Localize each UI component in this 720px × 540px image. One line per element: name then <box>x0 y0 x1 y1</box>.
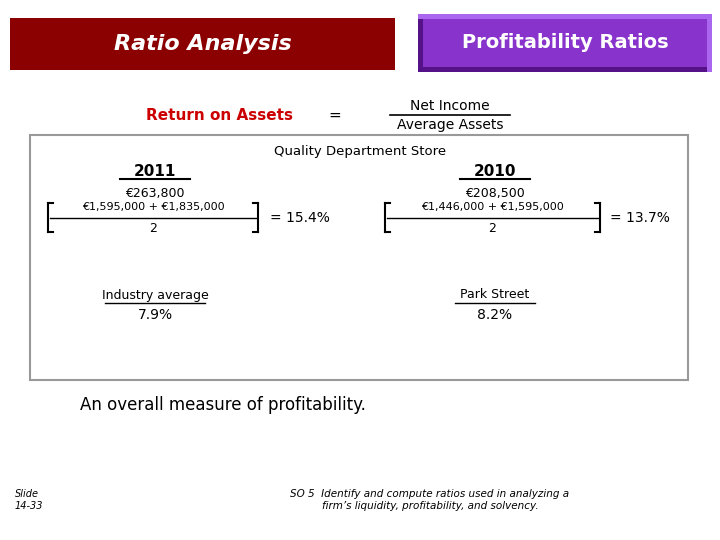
Bar <box>707 14 712 72</box>
Text: 2010: 2010 <box>474 165 516 179</box>
Text: = 13.7%: = 13.7% <box>610 211 670 225</box>
Bar <box>418 14 423 72</box>
Text: 2011: 2011 <box>134 165 176 179</box>
Text: 7.9%: 7.9% <box>138 308 173 322</box>
Text: Slide
14-33: Slide 14-33 <box>15 489 43 511</box>
Text: €263,800: €263,800 <box>125 186 185 199</box>
Bar <box>10 18 395 70</box>
Text: Quality Department Store: Quality Department Store <box>274 145 446 159</box>
Text: = 15.4%: = 15.4% <box>270 211 330 225</box>
Bar <box>423 19 707 67</box>
Text: An overall measure of profitability.: An overall measure of profitability. <box>80 396 366 414</box>
Bar <box>30 135 688 380</box>
Text: 2: 2 <box>149 221 157 234</box>
Text: Return on Assets: Return on Assets <box>146 107 294 123</box>
Text: Net Income: Net Income <box>410 99 490 113</box>
Text: Park Street: Park Street <box>460 288 530 301</box>
Text: =: = <box>328 107 341 123</box>
Text: Average Assets: Average Assets <box>397 118 503 132</box>
Text: 8.2%: 8.2% <box>477 308 513 322</box>
Text: SO 5  Identify and compute ratios used in analyzing a
firm’s liquidity, profitab: SO 5 Identify and compute ratios used in… <box>290 489 570 511</box>
Bar <box>418 14 712 72</box>
Text: €1,595,000 + €1,835,000: €1,595,000 + €1,835,000 <box>81 202 225 212</box>
Bar <box>418 14 712 19</box>
Text: Ratio Analysis: Ratio Analysis <box>114 34 292 54</box>
Text: 2: 2 <box>489 221 496 234</box>
Text: €1,446,000 + €1,595,000: €1,446,000 + €1,595,000 <box>421 202 564 212</box>
Text: Profitability Ratios: Profitability Ratios <box>462 33 668 52</box>
Text: Industry average: Industry average <box>102 288 208 301</box>
Text: €208,500: €208,500 <box>465 186 525 199</box>
Bar <box>418 67 712 72</box>
